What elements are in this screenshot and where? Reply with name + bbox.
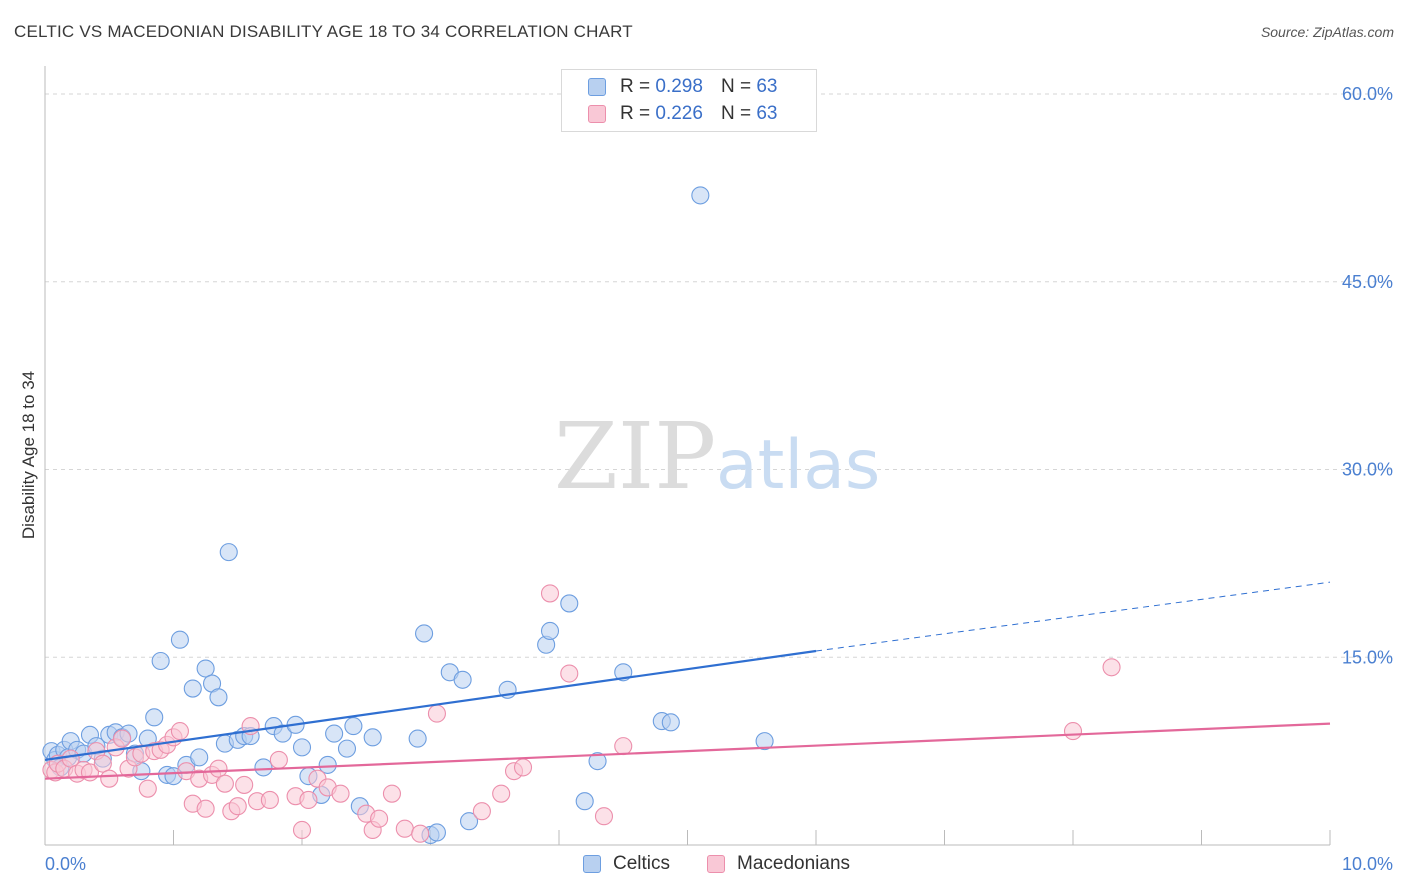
data-points <box>42 186 1121 845</box>
macedonians-point <box>427 704 446 723</box>
x-tick-label: 10.0% <box>1342 854 1393 874</box>
celtics-point <box>459 812 479 831</box>
celtics-point <box>363 728 382 747</box>
bottom-legend-label: Macedonians <box>737 853 851 874</box>
legend-n-label: N = <box>720 103 752 124</box>
macedonians-point <box>260 790 279 809</box>
source-label: Source: ZipAtlas.com <box>1260 24 1394 40</box>
grid-lines <box>45 93 1392 658</box>
bottom-legend-celtics: Celtics <box>583 852 670 876</box>
celtics-point <box>344 717 363 736</box>
macedonians-point <box>1063 722 1083 741</box>
macedonians-point <box>215 774 234 793</box>
macedonians-point <box>513 758 533 777</box>
celtics-point <box>183 679 202 698</box>
legend-n-value: 63 <box>756 76 778 97</box>
chart-title: CELTIC VS MACEDONIAN DISABILITY AGE 18 T… <box>14 22 633 41</box>
celtics-point <box>219 543 238 562</box>
macedonians-point <box>292 820 312 840</box>
celtics-point <box>427 823 446 842</box>
axes <box>44 66 1331 846</box>
bottom-legend-swatch-pink <box>707 855 725 873</box>
macedonians-point <box>235 775 254 794</box>
macedonians-point <box>269 750 288 769</box>
macedonians-point <box>61 749 80 768</box>
macedonians-point <box>382 784 402 803</box>
celtics-point <box>325 724 344 743</box>
celtics-point <box>408 729 427 748</box>
celtics-point <box>209 688 228 707</box>
macedonians-point <box>614 737 633 756</box>
macedonians-point <box>1102 658 1121 677</box>
celtics-point <box>691 186 710 205</box>
legend-n-value: 63 <box>756 103 778 124</box>
celtics-point <box>273 724 292 743</box>
celtics-point <box>588 752 607 771</box>
macedonians-point <box>299 790 318 809</box>
celtics-point <box>755 732 774 751</box>
y-tick-label: 45.0% <box>1342 272 1393 292</box>
bottom-legend-swatch-blue <box>583 855 601 873</box>
y-tick-label: 60.0% <box>1342 84 1393 104</box>
macedonians-point <box>472 802 491 821</box>
macedonians-point <box>113 729 132 748</box>
trend-lines <box>44 581 1331 780</box>
celtics-point <box>337 739 357 758</box>
legend-r-label: R = <box>620 76 651 97</box>
legend-row-celtics: R = 0.298 N = 63 <box>588 76 777 98</box>
celtics-point <box>196 659 215 678</box>
macedonians-point <box>370 809 389 828</box>
celtics-point <box>292 738 312 757</box>
macedonians-point <box>228 797 247 816</box>
y-tick-label: 15.0% <box>1342 647 1393 667</box>
celtics-trend-line <box>44 649 817 761</box>
macedonians-trend-line <box>44 722 1331 780</box>
macedonians-point <box>594 807 614 826</box>
legend-row-macedonians: R = 0.226 N = 63 <box>588 103 777 125</box>
celtics-point <box>575 792 594 811</box>
celtics-point <box>540 621 560 641</box>
watermark: ZIP atlas <box>554 403 880 510</box>
macedonians-point <box>196 799 215 818</box>
legend-r-label: R = <box>620 103 651 124</box>
celtics-point <box>190 748 209 767</box>
macedonians-point <box>138 779 157 798</box>
y-axis-title: Disability Age 18 to 34 <box>19 371 38 539</box>
macedonians-point <box>93 754 112 773</box>
macedonians-point <box>331 784 350 803</box>
macedonians-point <box>492 784 511 803</box>
x-tick-label: 0.0% <box>45 854 86 874</box>
bottom-legend-macedonians: Macedonians <box>707 852 850 876</box>
macedonians-point <box>411 824 430 843</box>
macedonians-point <box>540 584 560 603</box>
tick-labels: 15.0% 30.0% 45.0% 60.0% 0.0% 10.0% <box>45 84 1393 874</box>
watermark-zip: ZIP <box>554 403 716 510</box>
macedonians-point <box>170 722 189 741</box>
legend-r-value: 0.226 <box>655 103 703 124</box>
legend-n-label: N = <box>720 76 752 97</box>
macedonians-point <box>560 664 579 683</box>
celtics-point <box>151 651 170 671</box>
legend-r-value: 0.298 <box>655 76 703 97</box>
celtics-point <box>560 594 579 613</box>
celtics-point <box>145 708 164 727</box>
macedonians-point <box>100 769 119 788</box>
correlation-legend: R = 0.298 N = 63 R = 0.226 N = 63 <box>561 69 817 132</box>
celtics-point <box>453 670 472 689</box>
legend-swatch-blue <box>588 78 606 96</box>
y-tick-label: 30.0% <box>1342 460 1393 480</box>
legend-swatch-pink <box>588 105 606 123</box>
celtics-point <box>318 755 337 774</box>
watermark-atlas: atlas <box>716 426 880 505</box>
celtics-point <box>415 624 434 643</box>
celtics-point <box>170 630 189 649</box>
celtics-point <box>661 713 680 732</box>
macedonians-point <box>209 759 228 778</box>
bottom-legend-label: Celtics <box>613 853 671 874</box>
celtics-point <box>254 758 273 777</box>
celtics-trend-extension <box>815 581 1331 652</box>
macedonians-point <box>395 819 414 838</box>
